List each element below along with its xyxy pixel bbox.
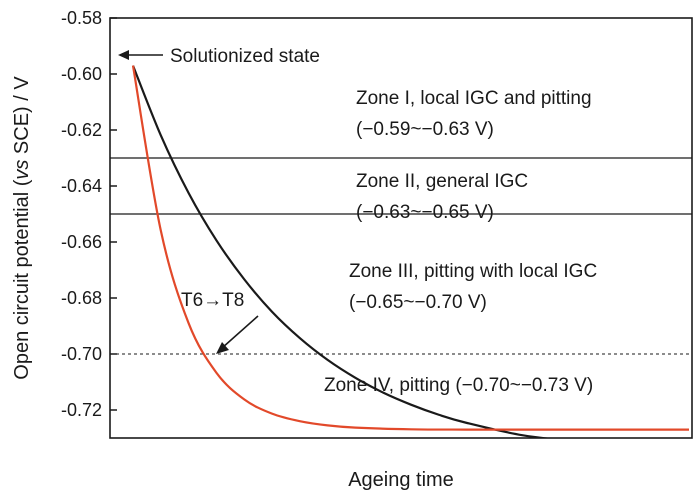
y-tick-label: -0.66	[61, 232, 102, 252]
zone3-title: Zone III, pitting with local IGC	[349, 261, 597, 282]
zone3-range: (−0.65~−0.70 V)	[349, 292, 487, 313]
y-tick-label: -0.64	[61, 176, 102, 196]
y-axis-ticks: -0.58 -0.60 -0.62 -0.64 -0.66 -0.68 -0.70 -0.72	[61, 8, 117, 420]
y-tick-label: -0.70	[61, 344, 102, 364]
series-line-red	[131, 65, 689, 431]
zone1-title: Zone I, local IGC and pitting	[356, 88, 592, 109]
y-tick-label: -0.58	[61, 8, 102, 28]
solutionized-arrow	[118, 50, 163, 60]
y-tick-label: -0.62	[61, 120, 102, 140]
series-line-black	[131, 65, 552, 438]
trend-label: T6→T8	[181, 290, 244, 311]
zone1-range: (−0.59~−0.63 V)	[356, 119, 494, 140]
y-tick-label: -0.60	[61, 64, 102, 84]
y-axis-label: Open circuit potential (vs SCE) / V	[11, 76, 33, 380]
zone2-title: Zone II, general IGC	[356, 171, 528, 192]
trend-arrow	[216, 315, 259, 354]
y-tick-label: -0.68	[61, 288, 102, 308]
zone2-range: (−0.63~−0.65 V)	[356, 202, 494, 223]
plot-frame	[109, 17, 693, 439]
solutionized-label: Solutionized state	[170, 46, 320, 67]
zone-boundaries	[110, 157, 692, 355]
x-axis-label: Ageing time	[348, 469, 454, 491]
y-tick-label: -0.72	[61, 400, 102, 420]
zone4-label: Zone IV, pitting (−0.70~−0.73 V)	[324, 375, 593, 396]
